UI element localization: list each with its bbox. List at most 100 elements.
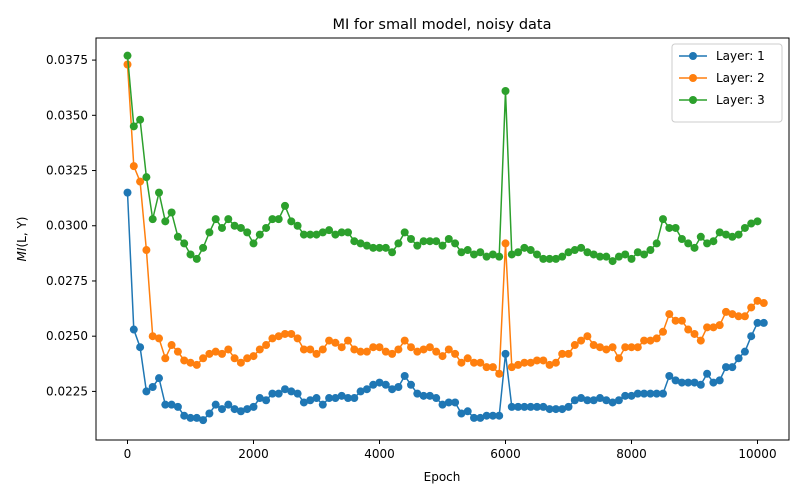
y-tick-label: 0.0375 bbox=[46, 53, 88, 67]
data-point bbox=[211, 400, 220, 409]
data-point bbox=[533, 402, 541, 411]
data-point bbox=[199, 243, 208, 252]
data-point bbox=[602, 396, 611, 405]
data-point bbox=[413, 241, 422, 250]
data-point bbox=[381, 347, 390, 356]
data-point bbox=[514, 248, 523, 257]
data-point bbox=[180, 411, 189, 420]
data-point bbox=[167, 400, 176, 409]
data-point bbox=[747, 332, 756, 341]
data-point bbox=[539, 254, 548, 263]
data-point bbox=[558, 349, 567, 358]
data-point bbox=[627, 391, 636, 400]
data-point bbox=[589, 250, 598, 259]
data-point bbox=[268, 334, 277, 343]
data-point bbox=[715, 228, 724, 237]
data-point bbox=[533, 356, 541, 365]
legend-swatch-marker bbox=[689, 96, 697, 104]
data-point bbox=[627, 254, 636, 263]
data-point bbox=[520, 402, 529, 411]
data-point bbox=[388, 349, 397, 358]
data-point bbox=[457, 409, 466, 418]
legend-entry: Layer: 2 bbox=[679, 71, 765, 85]
legend-label: Layer: 3 bbox=[716, 93, 765, 107]
data-point bbox=[161, 400, 170, 409]
x-tick-label: 6000 bbox=[490, 447, 521, 461]
data-point bbox=[142, 387, 151, 396]
data-point bbox=[633, 248, 642, 257]
data-point bbox=[381, 380, 390, 389]
data-point bbox=[425, 391, 434, 400]
data-point bbox=[375, 343, 384, 352]
data-point bbox=[470, 358, 478, 367]
data-point bbox=[312, 349, 321, 358]
y-tick-label: 0.0300 bbox=[46, 219, 88, 233]
data-point bbox=[281, 329, 289, 338]
data-point bbox=[545, 405, 554, 414]
data-point bbox=[325, 394, 334, 403]
data-point bbox=[173, 232, 182, 241]
data-point bbox=[148, 382, 157, 391]
data-point bbox=[608, 398, 617, 407]
data-point bbox=[690, 243, 699, 252]
data-point bbox=[463, 354, 472, 363]
data-point bbox=[690, 378, 699, 387]
data-point bbox=[192, 360, 201, 369]
data-point bbox=[463, 246, 472, 255]
data-point bbox=[123, 51, 132, 60]
data-point bbox=[602, 345, 611, 354]
data-point bbox=[734, 230, 743, 239]
data-point bbox=[564, 349, 573, 358]
data-point bbox=[526, 358, 535, 367]
data-point bbox=[419, 345, 428, 354]
data-point bbox=[696, 336, 705, 345]
data-point bbox=[249, 352, 258, 361]
data-point bbox=[463, 407, 472, 416]
y-tick-label: 0.0325 bbox=[46, 164, 88, 178]
x-tick-label: 4000 bbox=[364, 447, 395, 461]
data-point bbox=[671, 376, 680, 385]
data-point bbox=[709, 237, 718, 246]
data-point bbox=[180, 356, 189, 365]
data-point bbox=[501, 87, 510, 96]
data-point bbox=[602, 252, 611, 261]
data-point bbox=[306, 230, 315, 239]
data-point bbox=[646, 389, 655, 398]
data-point bbox=[589, 396, 598, 405]
data-point bbox=[318, 345, 327, 354]
data-point bbox=[709, 378, 718, 387]
data-point bbox=[236, 358, 245, 367]
data-point bbox=[199, 416, 208, 425]
data-point bbox=[337, 391, 346, 400]
data-point bbox=[583, 332, 592, 341]
data-point bbox=[451, 349, 460, 358]
data-point bbox=[255, 345, 264, 354]
data-point bbox=[192, 413, 201, 422]
data-point bbox=[551, 358, 560, 367]
data-point bbox=[400, 336, 409, 345]
data-point bbox=[495, 369, 504, 378]
data-point bbox=[734, 312, 743, 321]
data-point bbox=[734, 354, 743, 363]
data-point bbox=[728, 232, 737, 241]
data-point bbox=[570, 341, 579, 350]
data-point bbox=[558, 405, 567, 414]
data-point bbox=[539, 402, 548, 411]
data-point bbox=[696, 232, 705, 241]
x-axis-label: Epoch bbox=[424, 470, 461, 484]
data-point bbox=[274, 389, 283, 398]
data-point bbox=[186, 413, 195, 422]
x-axis: 0 2000 4000 6000 8000 10000 bbox=[124, 440, 777, 461]
data-point bbox=[155, 188, 163, 197]
data-point bbox=[722, 307, 730, 316]
data-point bbox=[136, 177, 145, 186]
data-point bbox=[703, 323, 712, 332]
data-point bbox=[608, 257, 617, 266]
data-point bbox=[331, 338, 340, 347]
data-point bbox=[564, 248, 573, 257]
data-point bbox=[218, 223, 226, 232]
data-point bbox=[255, 394, 264, 403]
data-point bbox=[425, 343, 434, 352]
series-layer-3 bbox=[123, 51, 762, 266]
legend-label: Layer: 2 bbox=[716, 71, 765, 85]
